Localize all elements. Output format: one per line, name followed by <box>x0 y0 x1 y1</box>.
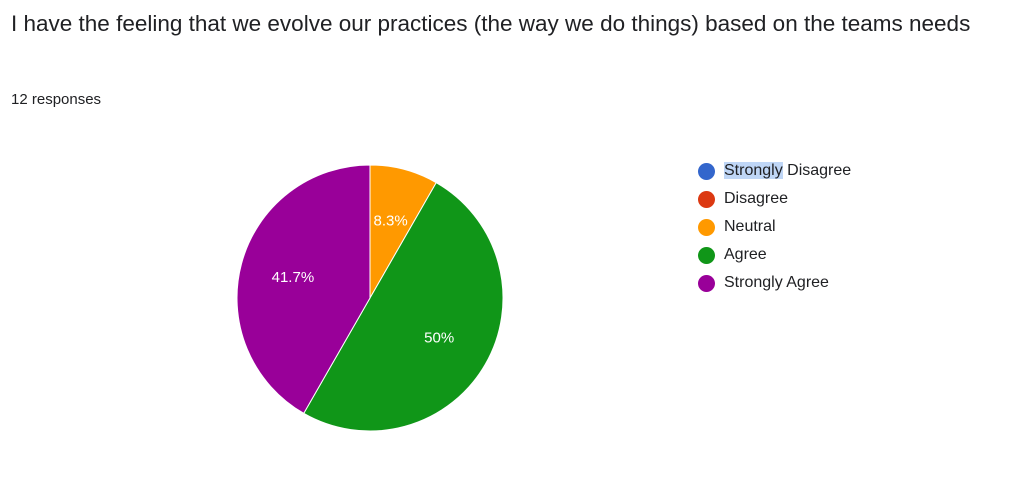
pie-chart: 8.3% 50% 41.7% <box>236 164 504 432</box>
legend-item-agree[interactable]: Agree <box>698 241 851 269</box>
legend-swatch <box>698 218 715 236</box>
pie-slice-strongly-agree[interactable] <box>236 164 371 415</box>
legend-swatch <box>698 190 715 208</box>
legend-label: Neutral <box>724 218 776 235</box>
response-count: 12 responses <box>11 91 102 108</box>
slice-label: 41.7% <box>272 269 315 286</box>
legend-swatch <box>698 246 715 264</box>
legend-label: Strongly Agree <box>724 274 829 291</box>
legend-item-disagree[interactable]: Disagree <box>698 185 851 213</box>
chart-legend: Strongly Disagree Disagree Neutral Agree Str… <box>698 157 851 297</box>
legend-swatch <box>698 162 715 180</box>
legend-swatch <box>698 274 715 292</box>
legend-label: Strongly Disagree <box>724 162 852 179</box>
legend-item-strongly-disagree[interactable]: Strongly Disagree <box>698 157 851 185</box>
question-title: I have the feeling that we evolve our pr… <box>11 11 971 36</box>
legend-item-strongly-agree[interactable]: Strongly Agree <box>698 269 851 297</box>
slice-label: 8.3% <box>373 212 407 229</box>
legend-label: Disagree <box>724 190 789 207</box>
slice-label: 50% <box>424 329 454 346</box>
legend-item-neutral[interactable]: Neutral <box>698 213 851 241</box>
legend-label: Agree <box>724 246 767 263</box>
pie-slice-agree[interactable] <box>303 181 504 432</box>
